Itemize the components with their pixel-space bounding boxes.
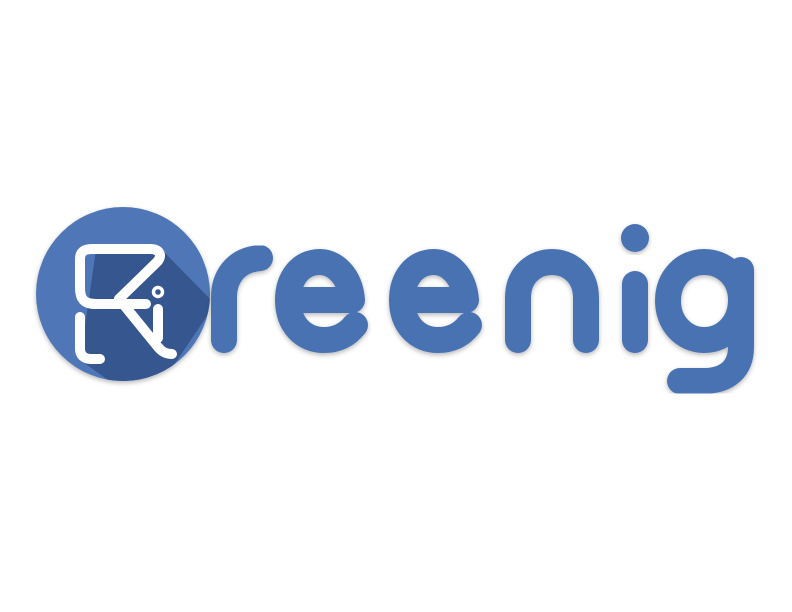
wordmark-letter-e2 [389, 249, 482, 353]
wordmark-letter-g-tail [667, 257, 754, 394]
r-monogram-icon [75, 244, 177, 364]
wordmark-letter-r [211, 245, 273, 353]
wordmark-letter-g-bowl [655, 249, 754, 353]
wordmark-letter-n [505, 249, 599, 353]
wordmark-letter-e [275, 249, 368, 353]
wordmark [211, 245, 754, 394]
wordmark-letter-i-dot [621, 224, 649, 252]
